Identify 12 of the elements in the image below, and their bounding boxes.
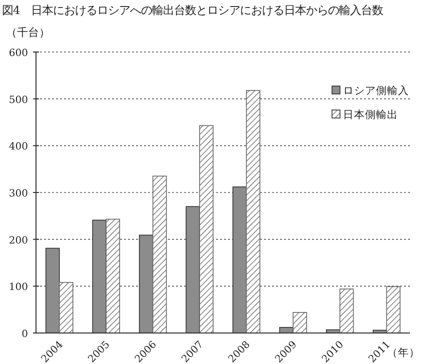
title: 図4 日本におけるロシアへの輸出台数とロシアにおける日本からの輸入台数 (2, 4, 384, 17)
y-tick-label: 200 (8, 235, 28, 246)
y-tick-label: 300 (8, 188, 28, 200)
y-tick-label: 500 (8, 94, 28, 106)
y-tick-label: 0 (22, 329, 28, 340)
x-axis-title: （年） (387, 347, 420, 359)
y-tick-label: 400 (8, 142, 28, 153)
legend-label: ロシア側輸入 (343, 84, 409, 97)
y-axis-title: （千台） (6, 26, 50, 39)
y-tick-label: 600 (8, 48, 28, 59)
y-tick-label: 100 (8, 282, 28, 294)
legend-label: 日本側輸出 (343, 108, 398, 121)
